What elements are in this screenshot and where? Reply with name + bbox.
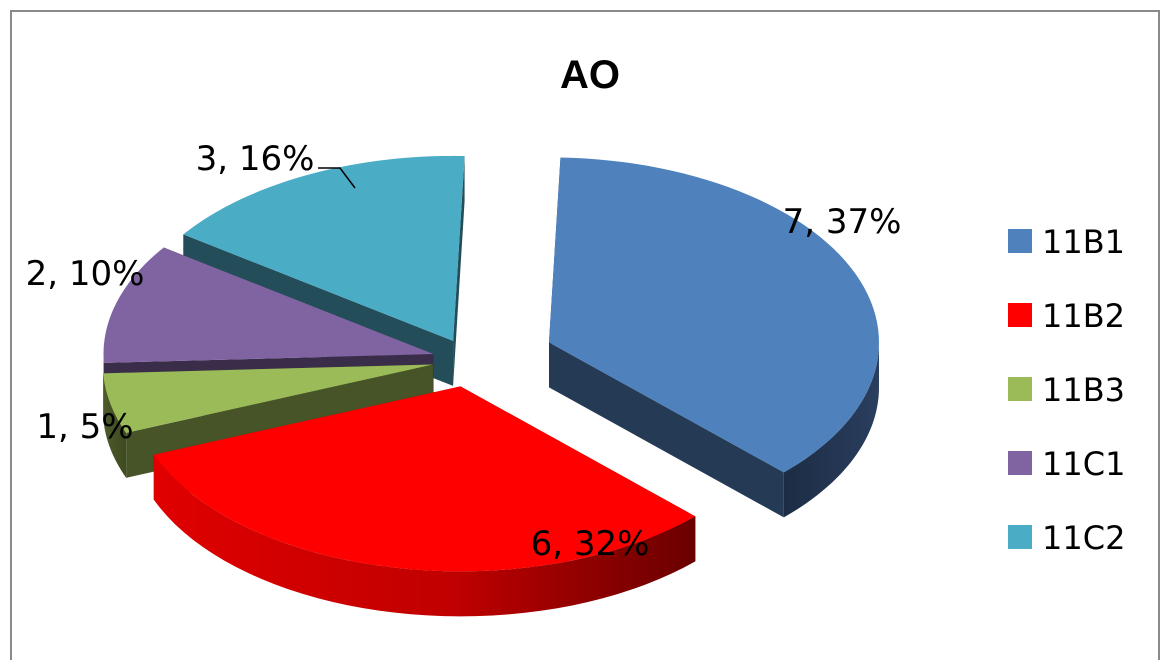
pie-slice-11b1	[548, 157, 879, 518]
legend-swatch-11c2	[1008, 525, 1032, 549]
legend-label-11b1: 11B1	[1042, 223, 1125, 261]
data-label-11c1: 2, 10%	[26, 254, 145, 294]
pie-slice-11b2	[153, 386, 696, 617]
legend-label-11c1: 11C1	[1042, 445, 1125, 483]
legend-label-11c2: 11C2	[1042, 519, 1125, 557]
legend-swatch-11b3	[1008, 377, 1032, 401]
legend-swatch-11b1	[1008, 229, 1032, 253]
data-label-11b2: 6, 32%	[531, 524, 650, 564]
data-label-11c2: 3, 16%	[196, 139, 315, 179]
data-label-11b1: 7, 37%	[783, 202, 902, 242]
leader-line-11c2	[318, 167, 356, 189]
legend-swatch-11b2	[1008, 303, 1032, 327]
chart-title: AO	[560, 53, 620, 97]
data-label-11b3: 1, 5%	[36, 407, 133, 447]
legend-swatch-11c1	[1008, 451, 1032, 475]
legend-label-11b3: 11B3	[1042, 371, 1125, 409]
legend-label-11b2: 11B2	[1042, 297, 1125, 335]
legend: 11B1 11B2 11B3 11C1 11C2	[1008, 223, 1125, 557]
